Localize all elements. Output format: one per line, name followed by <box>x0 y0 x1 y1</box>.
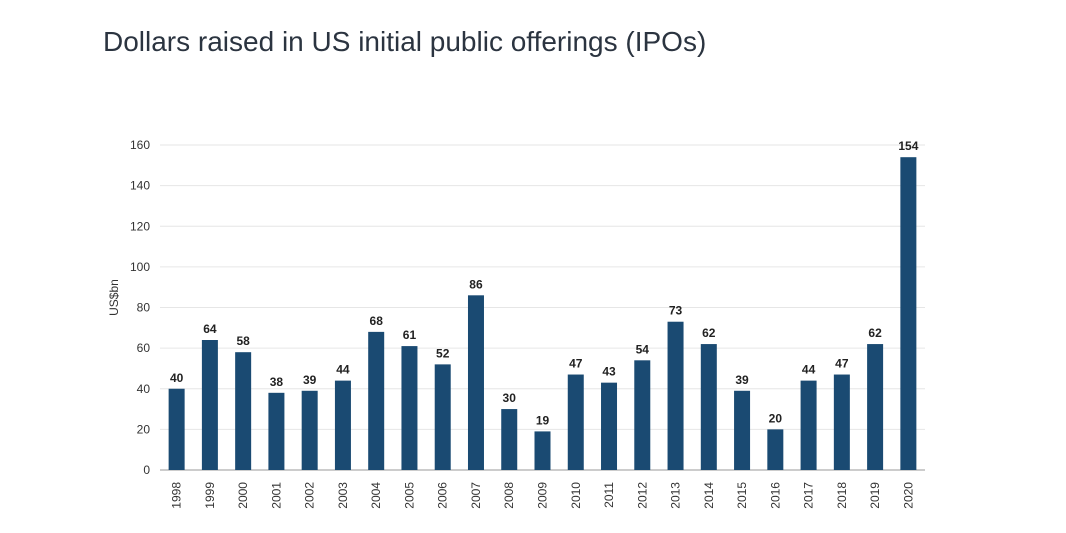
x-axis: 1998 1999 2000 2001 2002 2003 2004 2005 2006 2007… <box>170 482 916 509</box>
data-label: 64 <box>203 322 217 336</box>
data-label: 44 <box>336 363 350 377</box>
bar <box>800 380 817 470</box>
y-axis-title: US$bn <box>107 279 121 316</box>
bar <box>401 346 418 470</box>
data-label: 47 <box>835 357 849 371</box>
x-tick-label: 2018 <box>835 482 849 509</box>
data-label: 44 <box>802 363 816 377</box>
x-tick-label: 2014 <box>702 482 716 509</box>
y-tick-label: 20 <box>137 422 151 436</box>
data-label: 40 <box>170 371 184 385</box>
bar <box>434 364 451 470</box>
bar <box>833 374 850 470</box>
bar <box>368 331 385 470</box>
x-tick-label: 2007 <box>469 482 483 509</box>
y-tick-label: 40 <box>137 382 151 396</box>
x-tick-label: 2001 <box>269 482 283 509</box>
x-tick-label: 2009 <box>536 482 550 509</box>
bar <box>767 429 784 470</box>
data-label: 38 <box>270 375 284 389</box>
bar <box>168 388 185 470</box>
bar <box>601 382 618 470</box>
bar <box>201 340 218 470</box>
bar <box>334 380 351 470</box>
x-tick-label: 2005 <box>402 482 416 509</box>
bar <box>268 392 285 470</box>
data-label: 39 <box>735 373 749 387</box>
y-tick-label: 120 <box>130 219 150 233</box>
bar <box>700 344 717 470</box>
data-label: 68 <box>370 314 384 328</box>
gridlines <box>160 144 925 471</box>
bars: 40 64 58 38 39 44 68 61 52 86 30 19 47 43 54 73 62 39 20 44… <box>168 139 919 470</box>
data-label: 30 <box>503 391 517 405</box>
y-tick-label: 140 <box>130 179 150 193</box>
data-label: 61 <box>403 328 417 342</box>
bar <box>667 321 684 470</box>
bar <box>734 390 751 470</box>
bar <box>567 374 584 470</box>
data-label: 20 <box>769 411 783 425</box>
bar <box>235 352 252 470</box>
data-label: 62 <box>868 326 882 340</box>
x-tick-label: 2015 <box>735 482 749 509</box>
y-tick-label: 60 <box>137 341 151 355</box>
x-tick-label: 2011 <box>602 482 616 508</box>
chart-title: Dollars raised in US initial public offe… <box>103 26 707 57</box>
data-label: 154 <box>898 139 918 153</box>
data-label: 47 <box>569 357 583 371</box>
bar <box>634 360 651 470</box>
data-label: 58 <box>236 334 250 348</box>
x-tick-label: 2010 <box>569 482 583 509</box>
data-label: 43 <box>602 365 616 379</box>
x-tick-label: 2016 <box>768 482 782 509</box>
x-tick-label: 2013 <box>669 482 683 509</box>
data-label: 86 <box>469 277 483 291</box>
bar <box>900 157 917 470</box>
data-label: 19 <box>536 413 550 427</box>
x-tick-label: 2004 <box>369 482 383 509</box>
x-tick-label: 1999 <box>203 482 217 509</box>
x-tick-label: 2012 <box>635 482 649 509</box>
data-label: 62 <box>702 326 716 340</box>
x-tick-label: 2020 <box>901 482 915 509</box>
data-label: 73 <box>669 304 683 318</box>
data-label: 54 <box>636 342 650 356</box>
x-tick-label: 1998 <box>170 482 184 509</box>
y-axis: 0 20 40 60 80 100 120 140 160 <box>130 138 150 477</box>
bar <box>867 344 884 470</box>
x-tick-label: 2006 <box>436 482 450 509</box>
y-tick-label: 80 <box>137 301 151 315</box>
data-label: 39 <box>303 373 317 387</box>
x-tick-label: 2000 <box>236 482 250 509</box>
x-tick-label: 2003 <box>336 482 350 509</box>
bar <box>467 295 484 470</box>
data-label: 52 <box>436 346 450 360</box>
x-tick-label: 2019 <box>868 482 882 509</box>
x-tick-label: 2008 <box>502 482 516 509</box>
x-tick-label: 2017 <box>802 482 816 509</box>
y-tick-label: 160 <box>130 138 150 152</box>
bar <box>501 409 518 470</box>
bar <box>534 431 551 470</box>
bar <box>301 390 318 470</box>
x-tick-label: 2002 <box>303 482 317 509</box>
y-tick-label: 100 <box>130 260 150 274</box>
y-tick-label: 0 <box>143 463 150 477</box>
